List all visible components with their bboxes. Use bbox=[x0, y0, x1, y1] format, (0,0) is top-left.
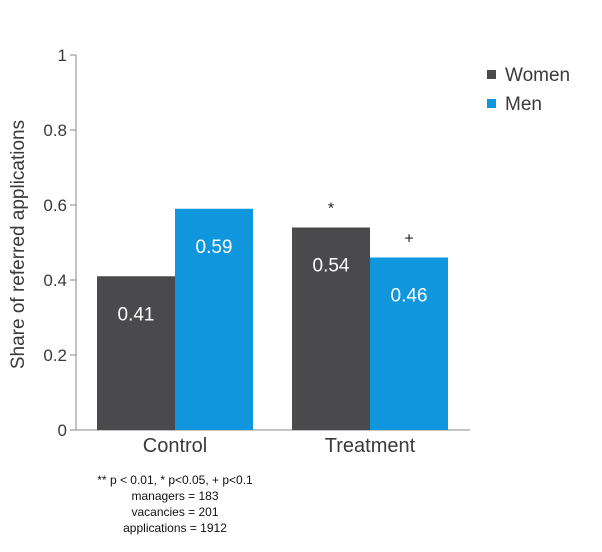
bar-men-treatment bbox=[370, 257, 448, 430]
bar-men-control bbox=[175, 208, 253, 430]
legend-swatch bbox=[487, 70, 496, 79]
x-tick-label: Control bbox=[143, 435, 207, 457]
applications-note: applications = 1912 bbox=[123, 521, 227, 535]
significance-marker: + bbox=[404, 231, 413, 248]
data-label: 0.59 bbox=[196, 237, 233, 258]
data-label: 0.41 bbox=[118, 304, 155, 325]
axes: 0 0.2 0.4 0.6 0.8 1 Share of referred applicat… bbox=[8, 46, 470, 457]
data-label: 0.46 bbox=[391, 286, 428, 307]
y-tick-label: 0.2 bbox=[43, 346, 67, 365]
legend-label: Women bbox=[505, 65, 570, 86]
y-tick-label: 0.8 bbox=[43, 121, 67, 140]
y-tick-label: 0.6 bbox=[43, 196, 67, 215]
y-tick-label: 0.4 bbox=[43, 271, 67, 290]
managers-note: managers = 183 bbox=[131, 489, 219, 503]
bars: 0.41 0.59 0.54 * 0.46 + bbox=[97, 201, 448, 430]
y-tick-label: 1 bbox=[58, 46, 67, 65]
data-label: 0.54 bbox=[313, 256, 350, 277]
vacancies-note: vacancies = 201 bbox=[131, 505, 219, 519]
y-axis-title: Share of referred applications bbox=[8, 120, 29, 369]
legend-swatch bbox=[487, 99, 496, 108]
legend: Women Men bbox=[487, 65, 570, 115]
y-tick-label: 0 bbox=[58, 421, 67, 440]
significance-marker: * bbox=[328, 201, 334, 218]
bar-women-control bbox=[97, 276, 175, 430]
footnotes: ** p < 0.01, * p<0.05, + p<0.1 managers … bbox=[60, 472, 290, 536]
x-tick-label: Treatment bbox=[325, 435, 416, 457]
legend-label: Men bbox=[505, 94, 542, 115]
bar-women-treatment bbox=[292, 227, 370, 430]
significance-note: ** p < 0.01, * p<0.05, + p<0.1 bbox=[97, 473, 253, 487]
